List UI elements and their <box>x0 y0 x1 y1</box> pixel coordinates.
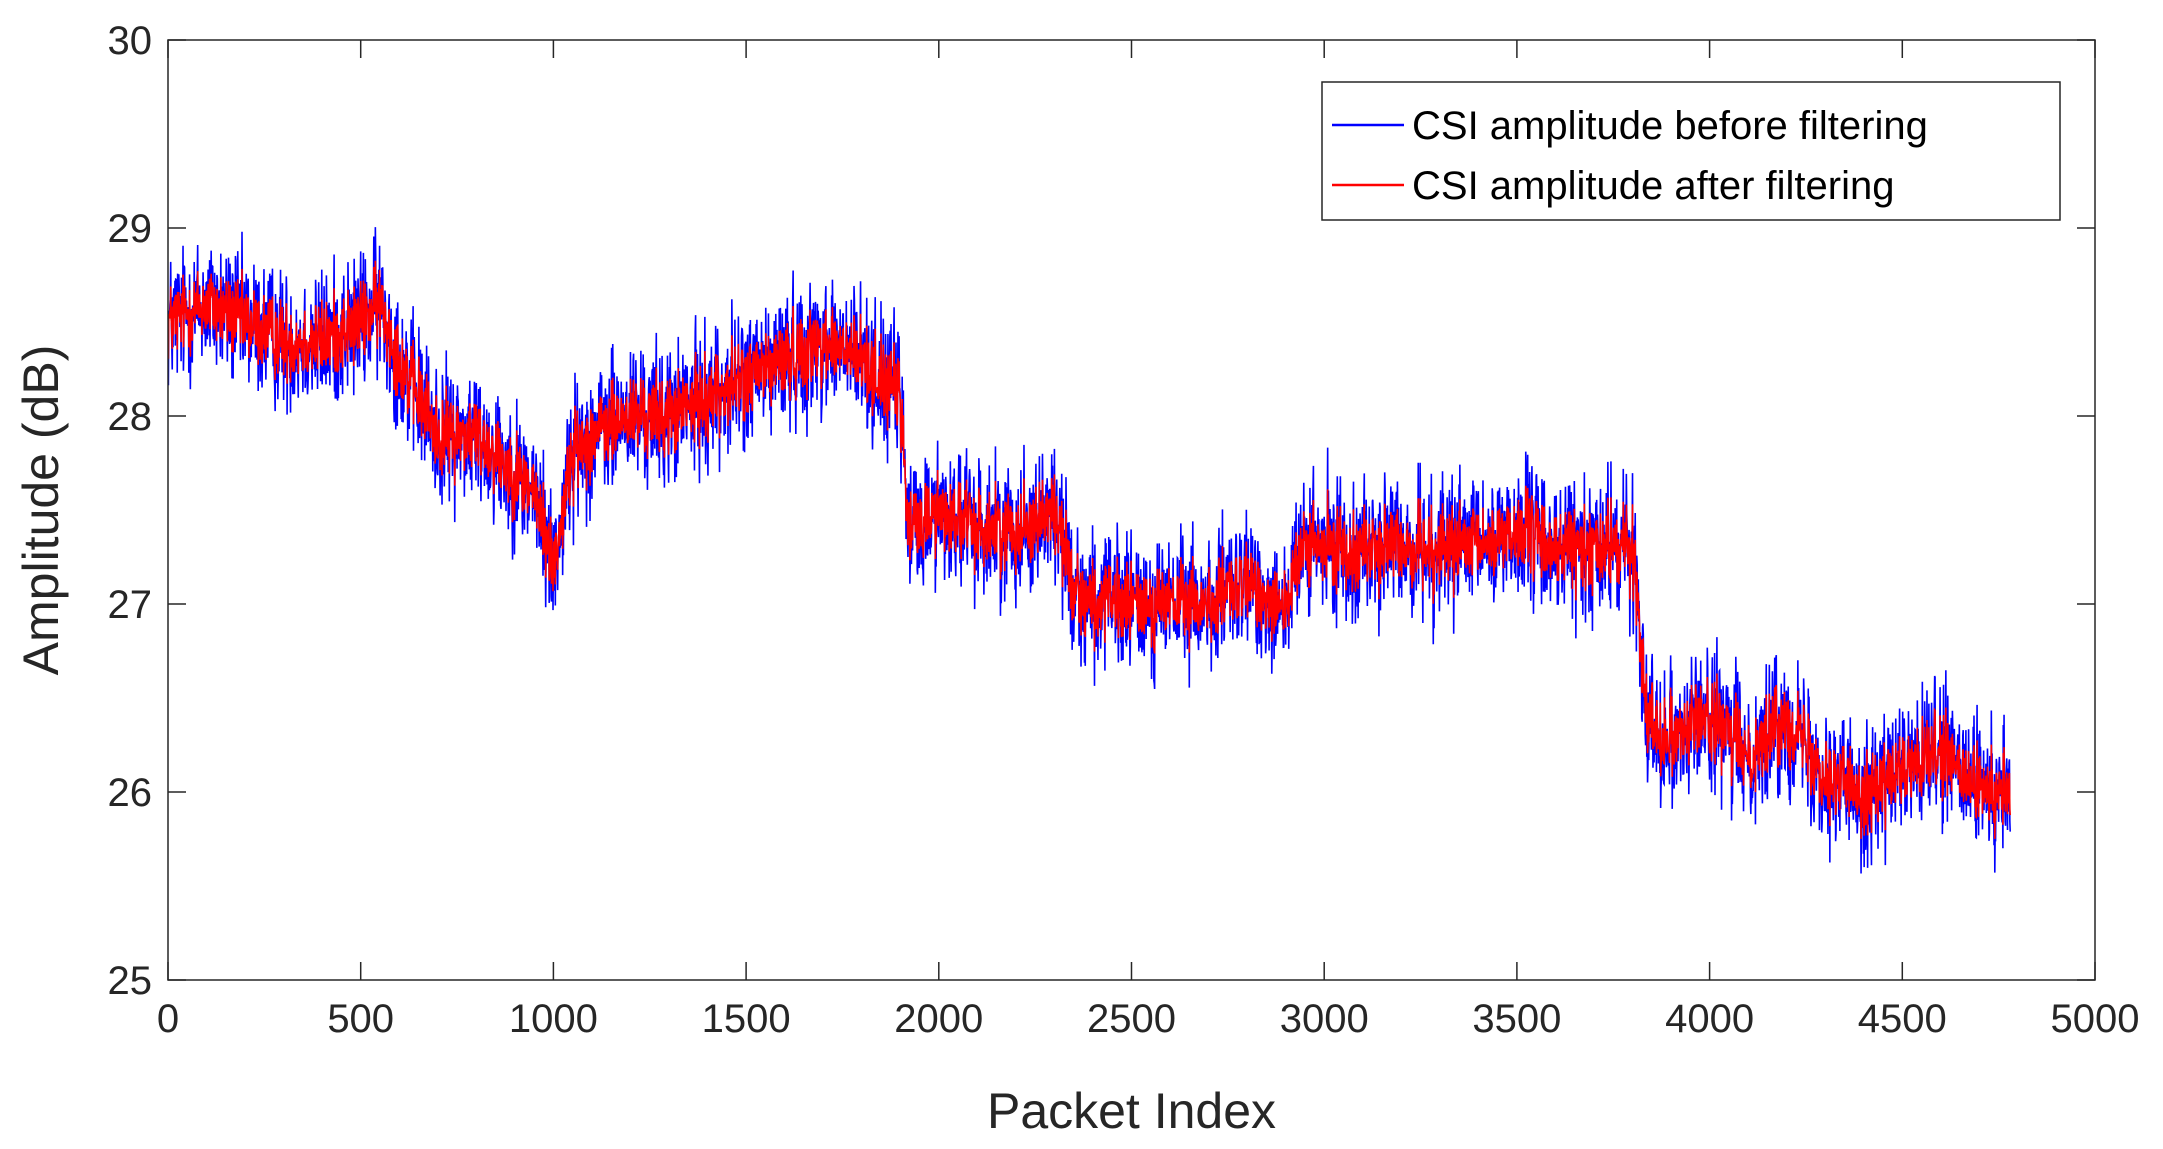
y-tick-label: 26 <box>108 771 153 815</box>
x-tick-label: 4000 <box>1665 997 1754 1041</box>
x-tick-label: 2500 <box>1087 997 1176 1041</box>
y-tick-label: 25 <box>108 959 153 1003</box>
series-line-after-filtering <box>168 260 2012 839</box>
x-tick-label: 2000 <box>894 997 983 1041</box>
y-tick-label: 29 <box>108 207 153 251</box>
y-tick-label: 30 <box>108 19 153 63</box>
ticks-layer: 0 500 1000 1500 2000 2500 3000 3500 4000 4500 5000… <box>108 19 2140 1041</box>
legend: CSI amplitude before filtering CSI ampli… <box>1321 81 2061 221</box>
y-axis-label: Amplitude (dB) <box>13 345 69 676</box>
legend-box <box>1321 81 2061 221</box>
x-tick-label: 3500 <box>1472 997 1561 1041</box>
x-axis-label: Packet Index <box>987 1083 1276 1139</box>
x-tick-label: 1500 <box>702 997 791 1041</box>
x-tick-label: 4500 <box>1858 997 1947 1041</box>
legend-entry-before-filtering: CSI amplitude before filtering <box>1412 104 1928 148</box>
x-tick-label: 5000 <box>2051 997 2140 1041</box>
series-layer <box>168 227 2012 874</box>
legend-entry-after-filtering: CSI amplitude after filtering <box>1412 164 1894 208</box>
x-tick-label: 0 <box>157 997 179 1041</box>
y-tick-label: 28 <box>108 395 153 439</box>
x-tick-label: 1000 <box>509 997 598 1041</box>
x-tick-label: 500 <box>327 997 394 1041</box>
y-tick-label: 27 <box>108 583 153 627</box>
x-tick-label: 3000 <box>1280 997 1369 1041</box>
